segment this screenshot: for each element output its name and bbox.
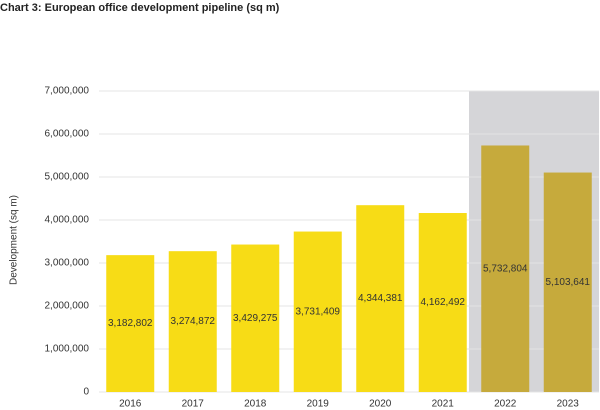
x-tick-label: 2022: [494, 399, 517, 410]
y-tick-label: 6,000,000: [45, 129, 90, 140]
value-label: 3,274,872: [171, 316, 216, 327]
bar: [356, 205, 405, 392]
x-tick-label: 2020: [369, 399, 392, 410]
value-label: 4,344,381: [358, 293, 403, 304]
x-tick-label: 2019: [307, 399, 330, 410]
value-label: 3,182,802: [108, 318, 153, 329]
x-tick-label: 2017: [182, 399, 205, 410]
x-tick-label: 2016: [119, 399, 142, 410]
bar: [293, 231, 342, 392]
x-tick-label: 2021: [432, 399, 455, 410]
value-label: 3,731,409: [296, 306, 341, 317]
bar: [418, 213, 467, 392]
y-tick-label: 3,000,000: [45, 258, 90, 269]
y-tick-label: 2,000,000: [45, 301, 90, 312]
chart-title: Chart 3: European office development pip…: [0, 2, 280, 14]
bar: [106, 255, 155, 392]
bar: [231, 244, 280, 392]
y-tick-label: 1,000,000: [45, 344, 90, 355]
x-tick-label: 2018: [244, 399, 267, 410]
bar: [168, 251, 217, 392]
x-tick-label: 2023: [557, 399, 580, 410]
y-tick-label: 7,000,000: [45, 86, 90, 97]
y-axis-title: Development (sq m): [9, 195, 20, 285]
value-label: 4,162,492: [421, 297, 466, 308]
y-tick-label: 5,000,000: [45, 172, 90, 183]
value-label: 5,103,641: [546, 277, 591, 288]
y-tick-label: 4,000,000: [45, 215, 90, 226]
bar: [543, 172, 592, 392]
value-label: 5,732,804: [483, 263, 528, 274]
bar: [481, 145, 530, 392]
y-tick-label: 0: [83, 387, 89, 398]
value-label: 3,429,275: [233, 313, 278, 324]
